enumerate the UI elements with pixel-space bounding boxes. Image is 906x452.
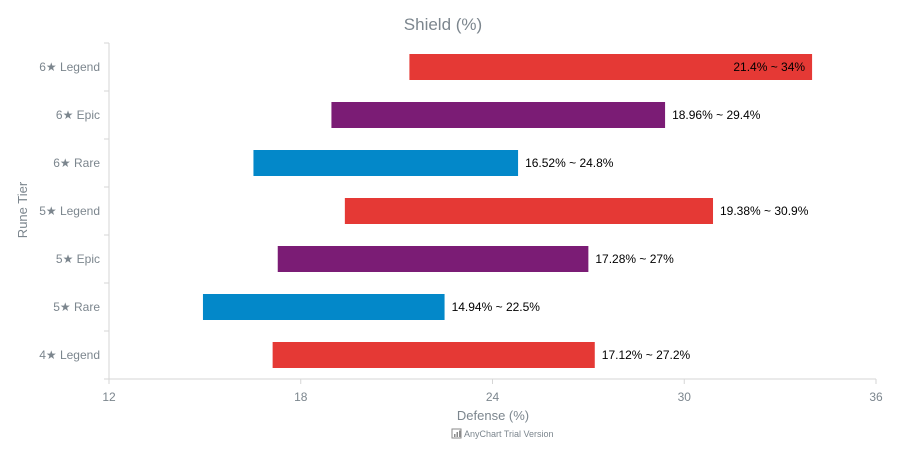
- range-bar[interactable]: [253, 150, 519, 176]
- data-label: 17.12% ~ 27.2%: [602, 348, 691, 362]
- x-tick-label: 36: [869, 390, 883, 404]
- credit-text: AnyChart Trial Version: [464, 429, 554, 439]
- x-tick-label: 12: [102, 390, 116, 404]
- chart-icon-bar: [454, 434, 456, 437]
- range-bar[interactable]: [277, 246, 589, 272]
- data-label: 18.96% ~ 29.4%: [672, 108, 761, 122]
- y-tick-label: 5★ Legend: [39, 204, 100, 218]
- data-label: 19.38% ~ 30.9%: [720, 204, 809, 218]
- y-tick-label: 6★ Rare: [53, 156, 100, 170]
- x-axis-title: Defense (%): [457, 408, 529, 423]
- chart-icon: [451, 428, 462, 439]
- y-tick-label: 6★ Epic: [56, 108, 100, 122]
- y-tick-label: 4★ Legend: [39, 348, 100, 362]
- data-label: 16.52% ~ 24.8%: [525, 156, 614, 170]
- y-tick-label: 5★ Rare: [53, 300, 100, 314]
- chart-title: Shield (%): [404, 15, 482, 34]
- data-label: 21.4% ~ 34%: [733, 60, 805, 74]
- range-bar[interactable]: [409, 54, 813, 80]
- range-bar[interactable]: [272, 342, 595, 368]
- y-tick-label: 6★ Legend: [39, 60, 100, 74]
- x-tick-label: 30: [678, 390, 692, 404]
- range-bar[interactable]: [331, 102, 666, 128]
- y-tick-label: 5★ Epic: [56, 252, 100, 266]
- x-tick-label: 24: [486, 390, 500, 404]
- axes: 6★ Legend 6★ Epic 6★ Rare 5★ Legend 5★ Epic 5…: [39, 42, 883, 404]
- range-bar[interactable]: [344, 198, 714, 224]
- range-bar[interactable]: [202, 294, 445, 320]
- chart-icon-bar: [456, 432, 458, 437]
- y-axis-title: Rune Tier: [15, 181, 30, 238]
- credit[interactable]: AnyChart Trial Version: [451, 428, 554, 439]
- data-label: 17.28% ~ 27%: [595, 252, 674, 266]
- bars: 21.4% ~ 34% 18.96% ~ 29.4% 16.52% ~ 24.8% 1…: [202, 54, 813, 368]
- data-label: 14.94% ~ 22.5%: [452, 300, 541, 314]
- x-tick-label: 18: [294, 390, 308, 404]
- chart-icon-bar: [459, 430, 461, 437]
